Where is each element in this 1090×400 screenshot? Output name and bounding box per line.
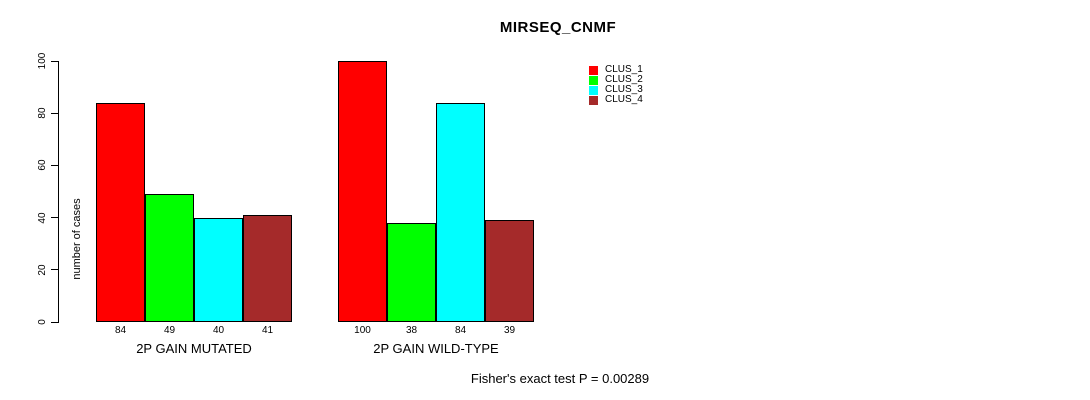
bar-value-label: 39 [503,325,516,336]
y-axis-line [58,61,59,322]
bar-value-label: 38 [405,325,418,336]
y-tick-label: 100 [37,52,48,70]
y-axis-title: number of cases [71,198,83,280]
bar-value-label: 100 [354,325,371,336]
fisher-test-annotation: Fisher's exact test P = 0.00289 [470,371,650,386]
legend-swatch-clus_4 [589,95,598,105]
chart-title: MIRSEQ_CNMF [499,19,617,36]
y-tick-label: 20 [37,264,48,276]
bar-clus_3-group1 [194,217,243,322]
legend-item-clus_1: CLUS_1 [589,65,643,75]
bar-clus_4-group2 [485,220,534,322]
legend-label: CLUS_2 [605,74,643,85]
y-tick [51,269,59,271]
bar-clus_2-group1 [145,194,194,322]
y-tick-label: 80 [37,107,48,119]
group-label: 2P GAIN WILD-TYPE [373,341,499,356]
bar-clus_1-group2 [338,61,387,322]
bar-clus_1-group1 [96,102,145,322]
bar-value-label: 40 [212,325,225,336]
y-tick [51,321,59,323]
legend-item-clus_4: CLUS_4 [589,95,643,105]
legend-item-clus_3: CLUS_3 [589,85,643,95]
legend-swatch-clus_2 [589,75,598,85]
y-tick-label: 0 [37,319,48,325]
y-tick-label: 40 [37,212,48,224]
bar-value-label: 84 [454,325,467,336]
bar-clus_3-group2 [436,102,485,322]
legend-label: CLUS_1 [605,64,643,75]
y-tick [51,112,59,114]
legend-swatch-clus_1 [589,65,598,75]
legend-item-clus_2: CLUS_2 [589,75,643,85]
bar-value-label: 41 [261,325,274,336]
group-label: 2P GAIN MUTATED [136,341,252,356]
plot-area: number of cases 0 20 40 60 80 100 84 49 40 41 2P G… [37,53,559,356]
y-tick [51,217,59,219]
y-tick-label: 60 [37,159,48,171]
y-tick [51,60,59,62]
bar-clus_2-group2 [387,222,436,322]
legend-swatch-clus_3 [589,85,598,95]
bar-value-label: 49 [163,325,176,336]
bar-value-label: 84 [114,325,127,336]
legend-label: CLUS_4 [605,94,643,105]
legend: CLUS_1 CLUS_2 CLUS_3 CLUS_4 [589,65,643,105]
legend-label: CLUS_3 [605,84,643,95]
bar-clus_4-group1 [243,214,292,322]
y-tick [51,164,59,166]
